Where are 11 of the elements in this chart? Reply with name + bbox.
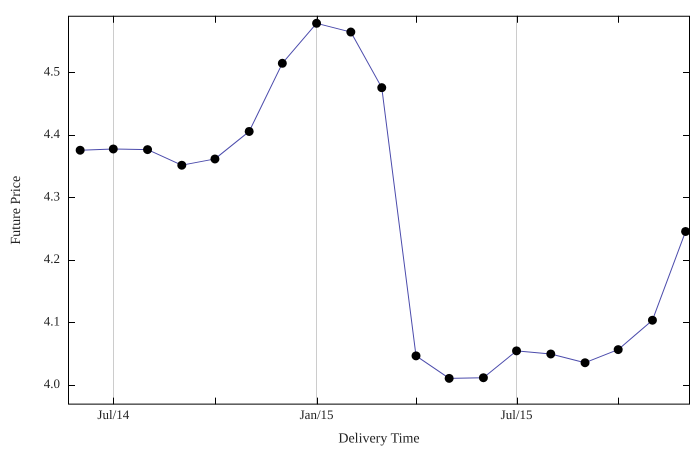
y-tick-label: 4.2 <box>44 251 60 266</box>
y-tick-label: 4.5 <box>44 63 60 78</box>
x-tick-label: Jul/15 <box>500 406 532 422</box>
y-tick-label: 4.3 <box>44 188 60 204</box>
y-tick-label: 4.0 <box>44 376 60 392</box>
y-tick-label: 4.1 <box>44 314 60 329</box>
x-tick-label: Jan/15 <box>300 406 334 422</box>
y-tick-label: 4.4 <box>44 126 60 141</box>
x-axis-title: Delivery Time <box>338 431 420 446</box>
x-tick-label: Jul/14 <box>97 406 130 422</box>
y-axis-title: Future Price <box>9 176 24 245</box>
